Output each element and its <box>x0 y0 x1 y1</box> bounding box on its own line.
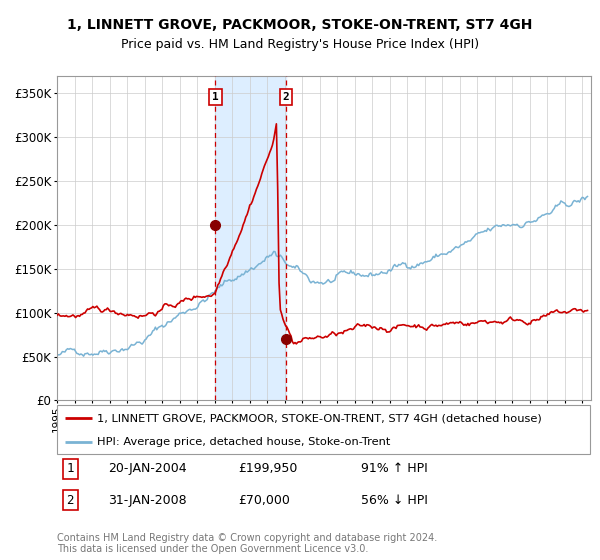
Text: 1, LINNETT GROVE, PACKMOOR, STOKE-ON-TRENT, ST7 4GH: 1, LINNETT GROVE, PACKMOOR, STOKE-ON-TRE… <box>67 18 533 32</box>
Text: 2: 2 <box>67 493 74 507</box>
Text: £70,000: £70,000 <box>239 493 290 507</box>
Text: 20-JAN-2004: 20-JAN-2004 <box>108 462 187 475</box>
Text: 1, LINNETT GROVE, PACKMOOR, STOKE-ON-TRENT, ST7 4GH (detached house): 1, LINNETT GROVE, PACKMOOR, STOKE-ON-TRE… <box>97 413 542 423</box>
Text: 1: 1 <box>67 462 74 475</box>
Text: 31-JAN-2008: 31-JAN-2008 <box>108 493 187 507</box>
Text: Price paid vs. HM Land Registry's House Price Index (HPI): Price paid vs. HM Land Registry's House … <box>121 38 479 52</box>
FancyBboxPatch shape <box>57 405 590 454</box>
Text: HPI: Average price, detached house, Stoke-on-Trent: HPI: Average price, detached house, Stok… <box>97 437 391 447</box>
Text: 1: 1 <box>212 92 219 102</box>
Text: 91% ↑ HPI: 91% ↑ HPI <box>361 462 428 475</box>
Text: £199,950: £199,950 <box>239 462 298 475</box>
Text: 2: 2 <box>283 92 289 102</box>
Text: Contains HM Land Registry data © Crown copyright and database right 2024.
This d: Contains HM Land Registry data © Crown c… <box>57 533 437 554</box>
Text: 56% ↓ HPI: 56% ↓ HPI <box>361 493 428 507</box>
Bar <box>215 76 286 400</box>
